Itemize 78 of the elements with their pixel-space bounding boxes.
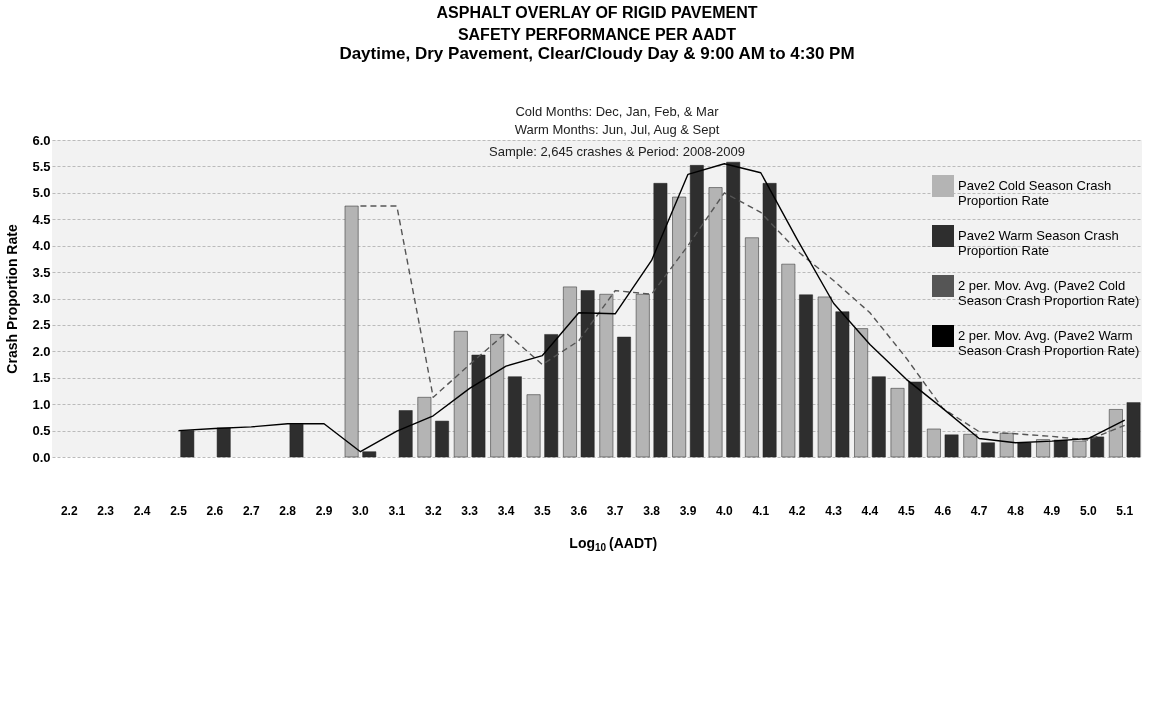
y-tick-label: 0.5: [32, 423, 51, 439]
chart-title: ASPHALT OVERLAY OF RIGID PAVEMENT SAFETY PERFORMANCE PER AADT: [436, 4, 758, 43]
bar: [944, 434, 959, 458]
y-tick-label: 5.5: [32, 158, 51, 174]
x-tick-label: 2.6: [206, 503, 224, 518]
bar: [981, 442, 995, 458]
legend-label: Pave2 Warm Season Crash Proportion Rate: [958, 228, 1119, 258]
x-tick-label: 4.5: [898, 503, 916, 518]
bar: [871, 376, 886, 458]
annotation: Sample: 2,645 crashes & Period: 2008-2009: [489, 144, 745, 159]
y-tick-label: 6.0: [32, 132, 51, 148]
x-tick-label: 2.4: [133, 503, 151, 518]
x-tick-label: 4.4: [861, 503, 879, 518]
chart-subtitle: Daytime, Dry Pavement, Clear/Cloudy Day & 9:00 AM to 4:30 PM: [339, 44, 855, 63]
y-tick-label: 3.5: [32, 264, 51, 280]
text: Cold Months: Dec, Jan, Feb, & Mar: [515, 104, 720, 119]
bar: [507, 376, 522, 458]
y-tick-label: 2.0: [32, 343, 51, 359]
x-tick-label: 3.1: [388, 503, 406, 518]
bar: [908, 381, 923, 458]
y-tick-label: 3.0: [32, 291, 51, 306]
bar: [762, 183, 777, 458]
x-tick-label: 4.0: [716, 503, 734, 518]
y-axis-title: Crash Proportion Rate: [4, 224, 21, 374]
x-tick-label: 4.2: [788, 503, 806, 518]
x-tick-label: 3.0: [352, 503, 370, 518]
x-tick-label: 4.9: [1043, 503, 1061, 518]
bar: [1090, 436, 1105, 458]
y-tick-label: 2.5: [32, 317, 51, 333]
bar: [580, 290, 595, 458]
bar: [471, 354, 486, 458]
x-tick-label: 2.5: [170, 503, 188, 518]
y-tick-label: 5.0: [32, 185, 51, 201]
bar: [653, 183, 668, 458]
y-tick-label: 1.0: [32, 396, 51, 412]
x-tick-label: 5.1: [1116, 503, 1134, 518]
bar: [799, 294, 813, 458]
y-tick-label: 4.5: [32, 211, 51, 227]
x-tick-label: 4.8: [1007, 503, 1025, 518]
bar: [180, 430, 195, 458]
bar: [689, 165, 704, 458]
x-tick-label: 5.0: [1079, 503, 1097, 518]
x-tick-label: 2.9: [315, 503, 333, 518]
x-tick-label: 3.3: [461, 503, 479, 518]
legend-label: 2 per. Mov. Avg. (Pave2 Warm Season Crash Proportion Rate): [958, 328, 1140, 358]
y-tick-label: 4.0: [32, 238, 51, 254]
bar: [1126, 402, 1141, 458]
bar: [1053, 439, 1068, 458]
legend-label: 2 per. Mov. Avg. (Pave2 Cold Season Crash Proportion Rate): [958, 278, 1140, 308]
x-tick-label: 3.7: [606, 503, 624, 518]
bar: [835, 311, 850, 458]
x-tick-label: 2.8: [279, 503, 297, 518]
x-tick-label: 2.3: [97, 503, 115, 518]
x-tick-label: 3.2: [424, 503, 442, 518]
x-tick-label: 4.7: [970, 503, 988, 518]
x-tick-label: 3.5: [534, 503, 552, 518]
y-tick-label: 0.0: [32, 449, 51, 465]
legend-label: Pave2 Cold Season Crash Proportion Rate: [958, 178, 1112, 208]
bar: [1017, 442, 1032, 458]
bar: [544, 334, 559, 458]
x-tick-label: 4.6: [934, 503, 952, 518]
bar: [726, 161, 741, 458]
bar: [617, 336, 631, 458]
x-tick-label: 3.6: [570, 503, 588, 518]
bar: [216, 427, 231, 458]
x-tick-label: 2.2: [60, 503, 78, 518]
x-tick-label: 3.8: [643, 503, 661, 518]
bar: [435, 420, 449, 458]
x-tick-label: 3.9: [679, 503, 697, 518]
x-tick-label: 4.3: [825, 503, 843, 518]
bar: [398, 410, 413, 458]
x-tick-label: 4.1: [752, 503, 770, 518]
text: Warm Months: Jun, Jul, Aug & Sept: [514, 122, 720, 137]
bar: [289, 423, 304, 458]
x-tick-label: 2.7: [242, 503, 260, 518]
x-tick-label: 3.4: [497, 503, 515, 518]
y-tick-label: 1.5: [32, 370, 51, 386]
bar: [362, 451, 377, 458]
